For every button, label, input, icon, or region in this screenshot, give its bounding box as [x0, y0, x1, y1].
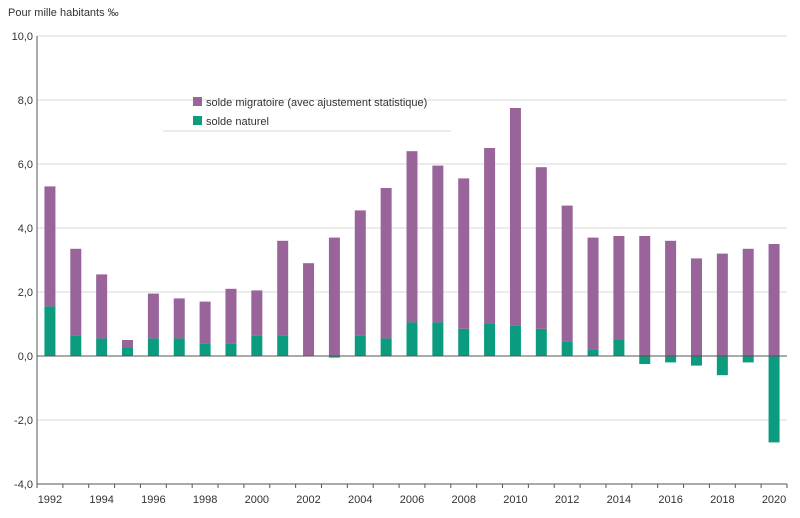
bar-solde-migratoire — [122, 340, 134, 348]
bar-solde-naturel — [277, 335, 289, 356]
bar-solde-naturel — [147, 338, 159, 356]
bars — [44, 108, 780, 443]
x-tick-label: 1998 — [193, 494, 217, 506]
bar-solde-migratoire — [587, 237, 599, 350]
bar-solde-migratoire — [251, 290, 263, 336]
legend-label-migratoire: solde migratoire (avec ajustement statis… — [206, 97, 427, 109]
bar-solde-migratoire — [639, 236, 651, 356]
bar-solde-migratoire — [509, 108, 521, 326]
y-tick-label: 8,0 — [18, 95, 33, 107]
x-tick-label: 2000 — [245, 494, 269, 506]
bar-solde-naturel — [44, 306, 56, 356]
y-tick-label: -4,0 — [14, 479, 33, 491]
legend-swatch-naturel — [193, 116, 202, 125]
x-tick-label: 2004 — [348, 494, 372, 506]
bar-solde-migratoire — [303, 263, 315, 356]
y-tick-label: 10,0 — [12, 31, 33, 43]
legend-swatch-migratoire — [193, 97, 202, 106]
bar-solde-migratoire — [147, 293, 159, 339]
bar-solde-naturel — [716, 356, 728, 376]
x-tick-label: 2008 — [451, 494, 475, 506]
bar-solde-naturel — [768, 356, 780, 443]
x-tick-label: 2016 — [658, 494, 682, 506]
bar-solde-naturel — [122, 348, 134, 356]
bar-solde-migratoire — [716, 253, 728, 356]
x-tick-label: 2018 — [710, 494, 734, 506]
legend: solde migratoire (avec ajustement statis… — [163, 97, 451, 132]
x-tick-label: 2012 — [555, 494, 579, 506]
x-tick-label: 2014 — [607, 494, 631, 506]
bar-solde-naturel — [96, 338, 108, 356]
y-tick-label: 0,0 — [18, 351, 33, 363]
bar-solde-naturel — [509, 325, 521, 356]
bar-solde-migratoire — [665, 240, 677, 356]
x-tick-label: 2006 — [400, 494, 424, 506]
bar-solde-naturel — [587, 349, 599, 356]
bar-solde-migratoire — [561, 205, 573, 342]
bar-solde-migratoire — [535, 167, 547, 329]
y-tick-label: -2,0 — [14, 415, 33, 427]
bar-solde-migratoire — [173, 298, 185, 339]
bar-solde-migratoire — [613, 236, 625, 340]
legend-label-naturel: solde naturel — [206, 116, 269, 128]
bar-solde-migratoire — [380, 188, 392, 339]
axes — [36, 36, 788, 488]
bar-solde-naturel — [665, 356, 677, 363]
bar-solde-migratoire — [406, 151, 418, 323]
bar-solde-migratoire — [199, 301, 211, 344]
bar-solde-migratoire — [96, 274, 108, 339]
bar-solde-naturel — [432, 322, 444, 356]
bar-solde-migratoire — [70, 248, 82, 336]
bar-solde-naturel — [225, 343, 237, 356]
bar-solde-naturel — [639, 356, 651, 364]
bar-solde-naturel — [613, 340, 625, 356]
y-tick-labels: 10,0 8,0 6,0 4,0 2,0 0,0 -2,0 -4,0 — [12, 31, 33, 491]
y-tick-label: 2,0 — [18, 287, 33, 299]
bar-solde-naturel — [561, 341, 573, 356]
bar-solde-naturel — [380, 338, 392, 356]
bar-solde-naturel — [173, 338, 185, 356]
bar-solde-migratoire — [690, 258, 702, 356]
bar-solde-naturel — [535, 328, 547, 356]
x-tick-label: 2020 — [762, 494, 786, 506]
bar-solde-migratoire — [768, 244, 780, 356]
bar-solde-migratoire — [277, 240, 289, 336]
bar-solde-migratoire — [742, 248, 754, 356]
x-tick-label: 2010 — [503, 494, 527, 506]
x-tick-label: 1992 — [38, 494, 62, 506]
bar-solde-naturel — [484, 324, 496, 356]
bar-solde-naturel — [70, 335, 82, 356]
bar-solde-migratoire — [225, 288, 237, 344]
bar-solde-migratoire — [432, 165, 444, 323]
x-tick-label: 1996 — [141, 494, 165, 506]
bar-solde-naturel — [354, 335, 366, 356]
y-tick-label: 4,0 — [18, 223, 33, 235]
y-unit-label: Pour mille habitants ‰ — [8, 7, 119, 19]
bar-solde-migratoire — [44, 186, 56, 307]
x-tick-label: 1994 — [89, 494, 113, 506]
bar-solde-naturel — [458, 328, 470, 356]
bar-solde-migratoire — [328, 237, 340, 356]
bar-solde-migratoire — [484, 148, 496, 324]
x-tick-label: 2002 — [296, 494, 320, 506]
bar-solde-naturel — [690, 356, 702, 366]
bar-solde-naturel — [328, 356, 340, 358]
bar-solde-naturel — [406, 322, 418, 356]
x-tick-labels: 1992 1994 1996 1998 2000 2002 2004 2006 2008 2010… — [38, 494, 787, 506]
bar-solde-naturel — [742, 356, 754, 363]
bar-solde-naturel — [199, 343, 211, 356]
bar-solde-naturel — [251, 335, 263, 356]
bar-solde-migratoire — [354, 210, 366, 336]
bar-solde-migratoire — [458, 178, 470, 329]
y-tick-label: 6,0 — [18, 159, 33, 171]
